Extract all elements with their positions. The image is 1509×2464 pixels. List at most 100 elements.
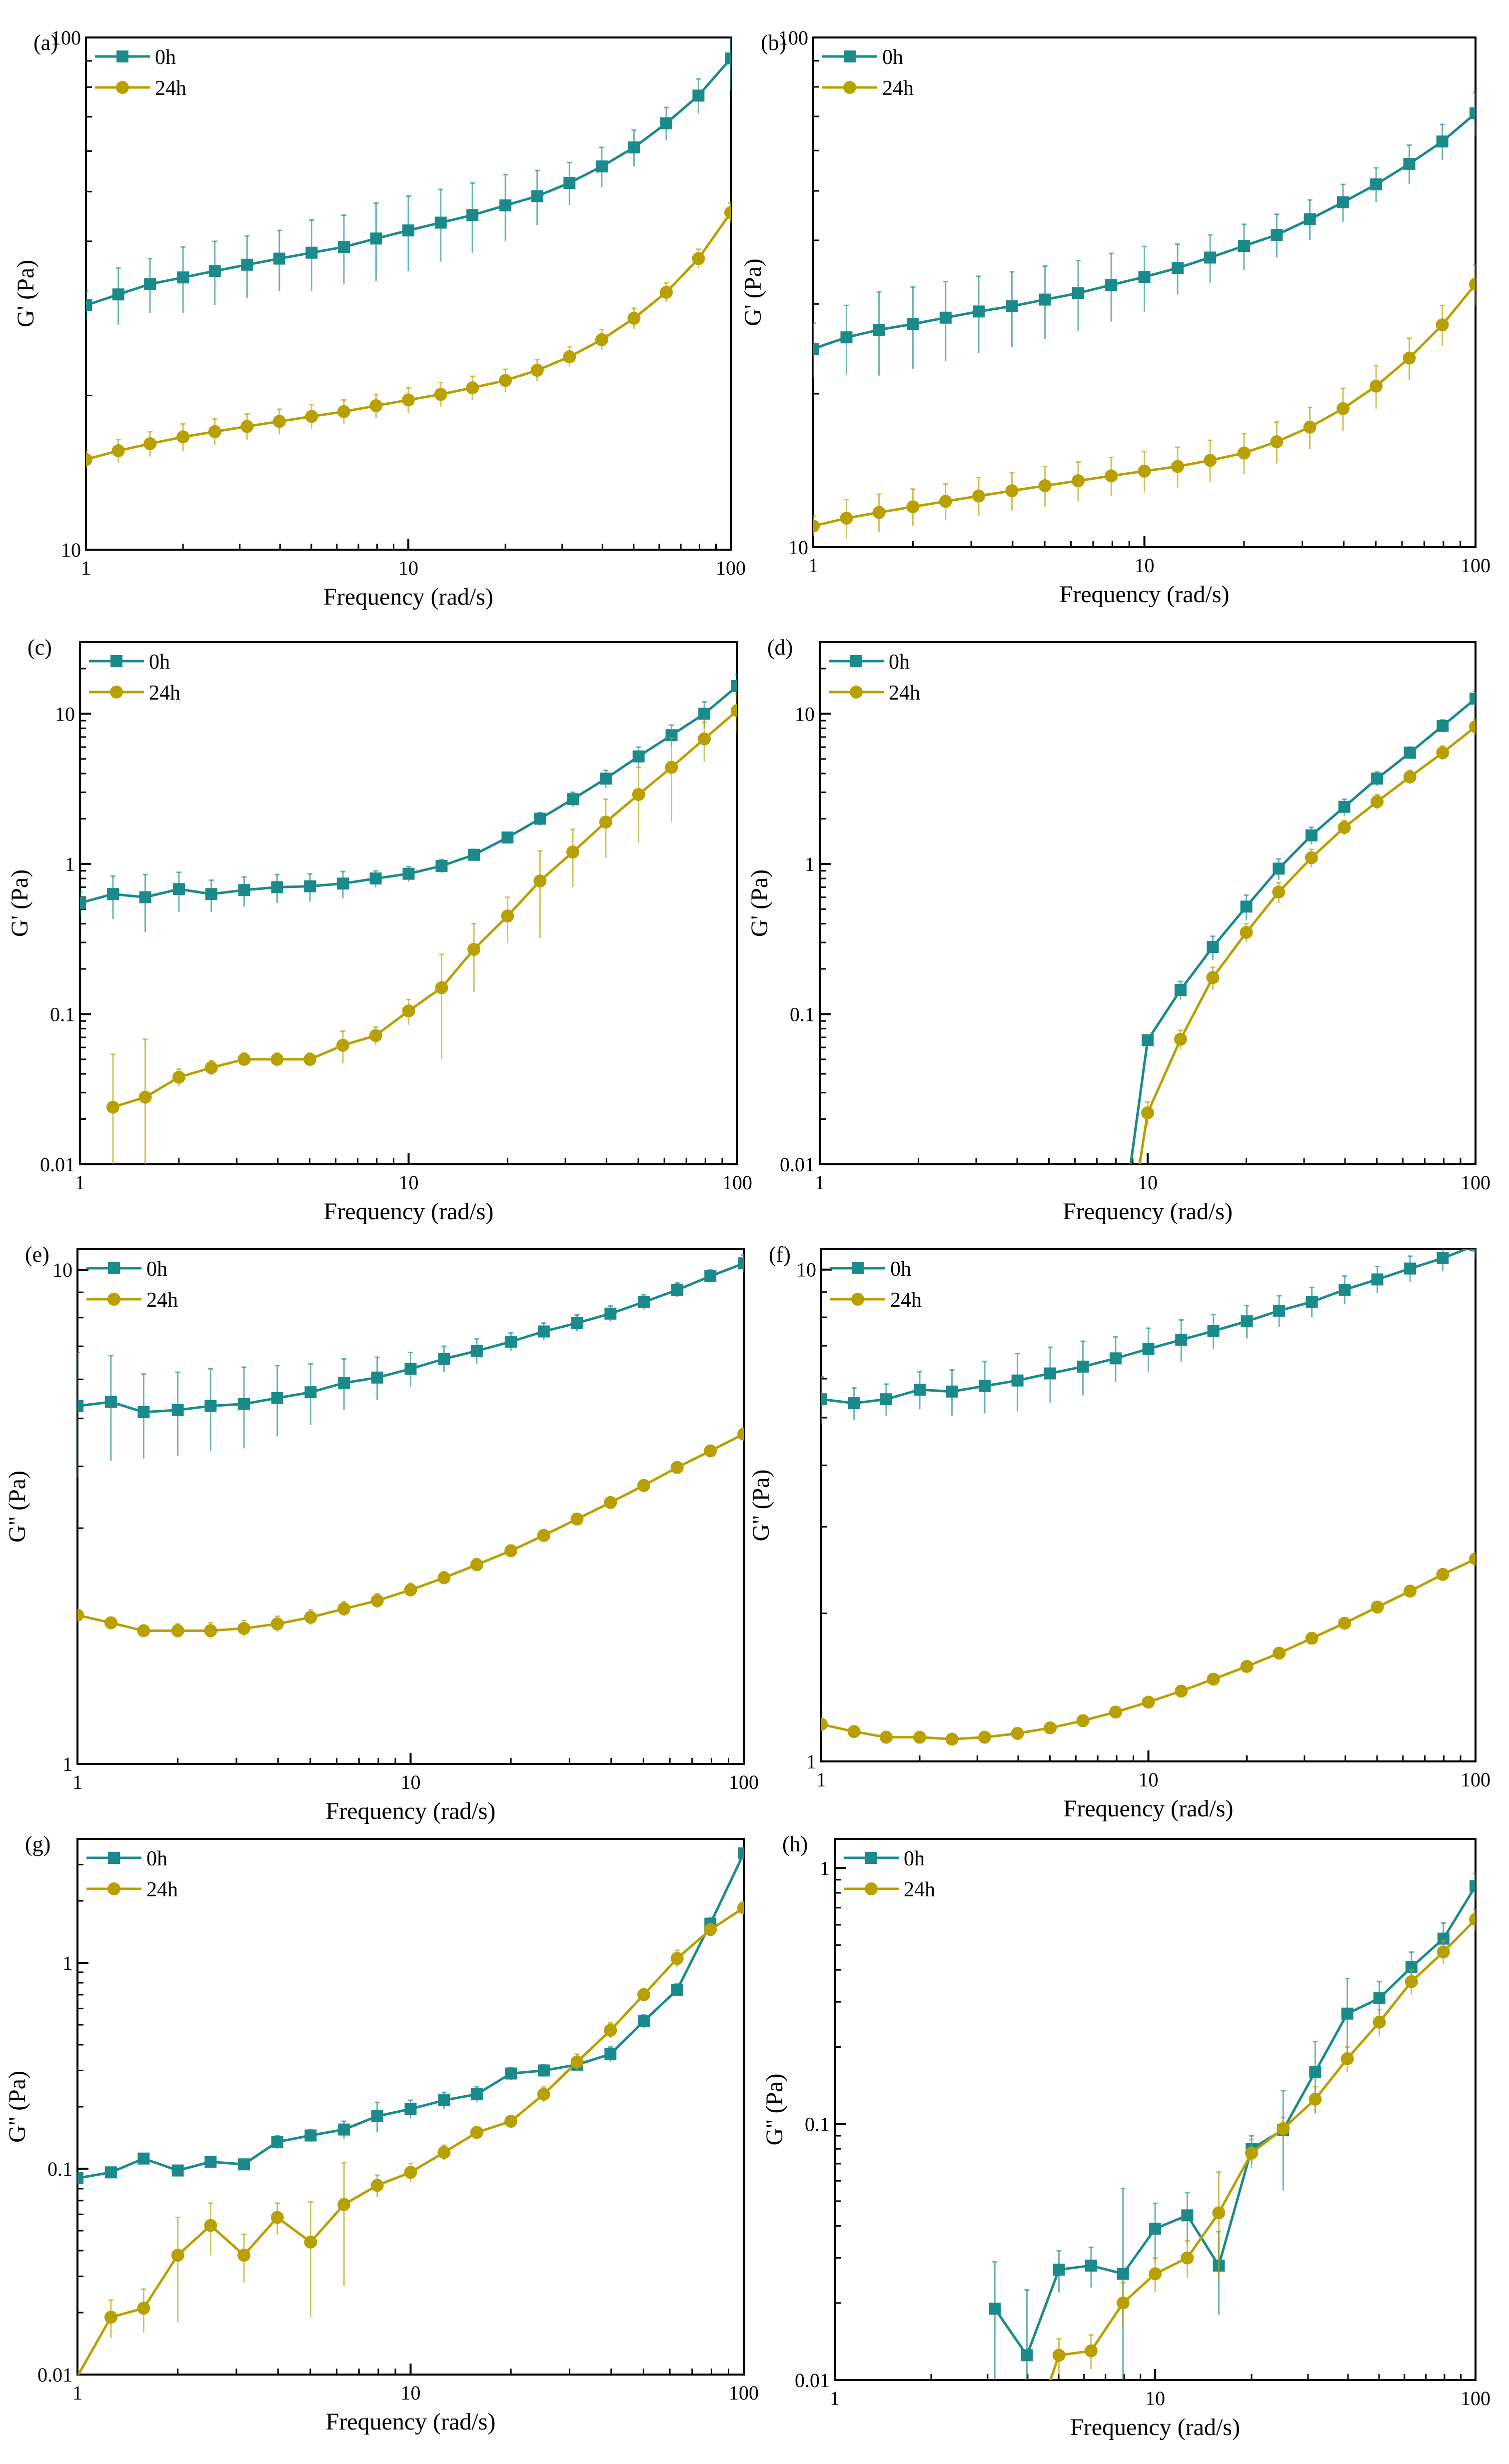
legend-label: 24h — [146, 1878, 178, 1901]
series-0h — [80, 674, 737, 932]
data-point — [240, 420, 254, 433]
legend-marker — [108, 1262, 120, 1274]
data-point — [1309, 2093, 1322, 2106]
data-point — [402, 867, 415, 880]
legend-label: 24h — [882, 77, 914, 100]
data-point — [1175, 1684, 1188, 1698]
x-tick-label: 10 — [1135, 554, 1155, 577]
x-axis-label: Frequency (rad/s) — [1060, 581, 1230, 608]
data-point — [1116, 2296, 1130, 2310]
data-point — [470, 1345, 483, 1357]
data-point — [1470, 107, 1476, 119]
data-point — [177, 271, 189, 284]
data-point — [337, 877, 349, 890]
data-point — [604, 1307, 617, 1320]
data-point — [504, 2115, 518, 2128]
plot-area — [989, 1873, 1476, 2380]
data-point — [1181, 2251, 1194, 2265]
y-axis-label: G'' (Pa) — [4, 2071, 30, 2143]
series-line — [112, 710, 737, 1109]
data-point — [1181, 2209, 1194, 2222]
data-point — [271, 1392, 283, 1404]
panel-c: 1 10 100 0.01 0.1 1 10 Frequency (rad/s) G' (Pa)… — [6, 635, 752, 1225]
data-point — [1206, 971, 1220, 984]
data-point — [1044, 1721, 1057, 1734]
data-point — [137, 2152, 150, 2165]
data-point — [237, 1052, 251, 1066]
data-point — [1077, 1360, 1089, 1373]
panel-label: (e) — [25, 1242, 49, 1267]
data-point — [1371, 1273, 1384, 1286]
data-point — [1109, 1705, 1122, 1719]
x-tick-label: 100 — [729, 2382, 759, 2404]
data-point — [1341, 2052, 1354, 2065]
data-point — [1370, 379, 1383, 393]
data-point — [1117, 2268, 1129, 2280]
data-point — [470, 2126, 483, 2139]
legend-marker — [844, 50, 856, 62]
data-point — [939, 311, 952, 324]
data-point — [1085, 2259, 1097, 2272]
y-tick-label: 0.01 — [37, 2364, 72, 2386]
data-point — [1370, 178, 1383, 190]
data-point — [1437, 720, 1449, 732]
series-0h — [989, 1873, 1476, 2380]
data-point — [848, 1397, 860, 1410]
data-point — [270, 1052, 284, 1066]
data-point — [872, 506, 886, 519]
data-point — [304, 2129, 317, 2142]
data-point — [671, 1983, 683, 1996]
data-point — [237, 1622, 251, 1635]
x-tick-label: 10 — [1139, 1768, 1159, 1791]
series-24h — [77, 1901, 744, 2375]
data-point — [1470, 693, 1476, 705]
data-point — [813, 519, 820, 533]
data-point — [537, 2087, 550, 2101]
data-point — [238, 1398, 250, 1410]
data-point — [1469, 720, 1476, 734]
data-point — [1272, 885, 1286, 899]
data-point — [725, 52, 731, 64]
data-point — [1373, 2015, 1386, 2029]
data-point — [1305, 1632, 1319, 1645]
series-24h — [106, 693, 737, 1164]
x-axis-label: Frequency (rad/s) — [1064, 1795, 1234, 1822]
data-point — [139, 891, 151, 903]
data-point — [208, 265, 221, 277]
data-point — [671, 1284, 683, 1296]
plot-area — [77, 1254, 744, 1639]
data-point — [570, 1512, 584, 1526]
legend-label: 24h — [890, 1289, 922, 1312]
series-0h — [813, 91, 1476, 378]
legend-marker — [852, 1262, 864, 1274]
data-point — [1470, 1880, 1476, 1892]
plot-area — [813, 91, 1476, 539]
x-axis-label: Frequency (rad/s) — [326, 1798, 496, 1824]
data-point — [336, 1038, 350, 1052]
data-point — [660, 286, 673, 299]
series-line — [994, 1885, 1476, 2358]
plot-frame — [819, 641, 1477, 1165]
y-axis-label: G' (Pa) — [746, 869, 773, 937]
data-point — [204, 2156, 217, 2168]
data-point — [1174, 1032, 1187, 1046]
data-point — [840, 511, 853, 525]
data-point — [632, 750, 645, 763]
data-point — [906, 500, 920, 514]
data-point — [1436, 318, 1449, 332]
data-point — [1277, 2122, 1290, 2135]
data-point — [238, 884, 250, 896]
series-24h — [821, 1552, 1476, 1746]
data-point — [370, 2179, 384, 2192]
y-axis-label: G'' (Pa) — [761, 2074, 788, 2146]
legend-marker — [865, 1852, 877, 1864]
data-point — [595, 160, 608, 173]
series-line — [77, 1906, 744, 2375]
data-point — [270, 1617, 284, 1631]
data-point — [914, 1384, 926, 1396]
y-tick-label: 0.1 — [47, 2158, 72, 2180]
data-point — [369, 399, 383, 412]
